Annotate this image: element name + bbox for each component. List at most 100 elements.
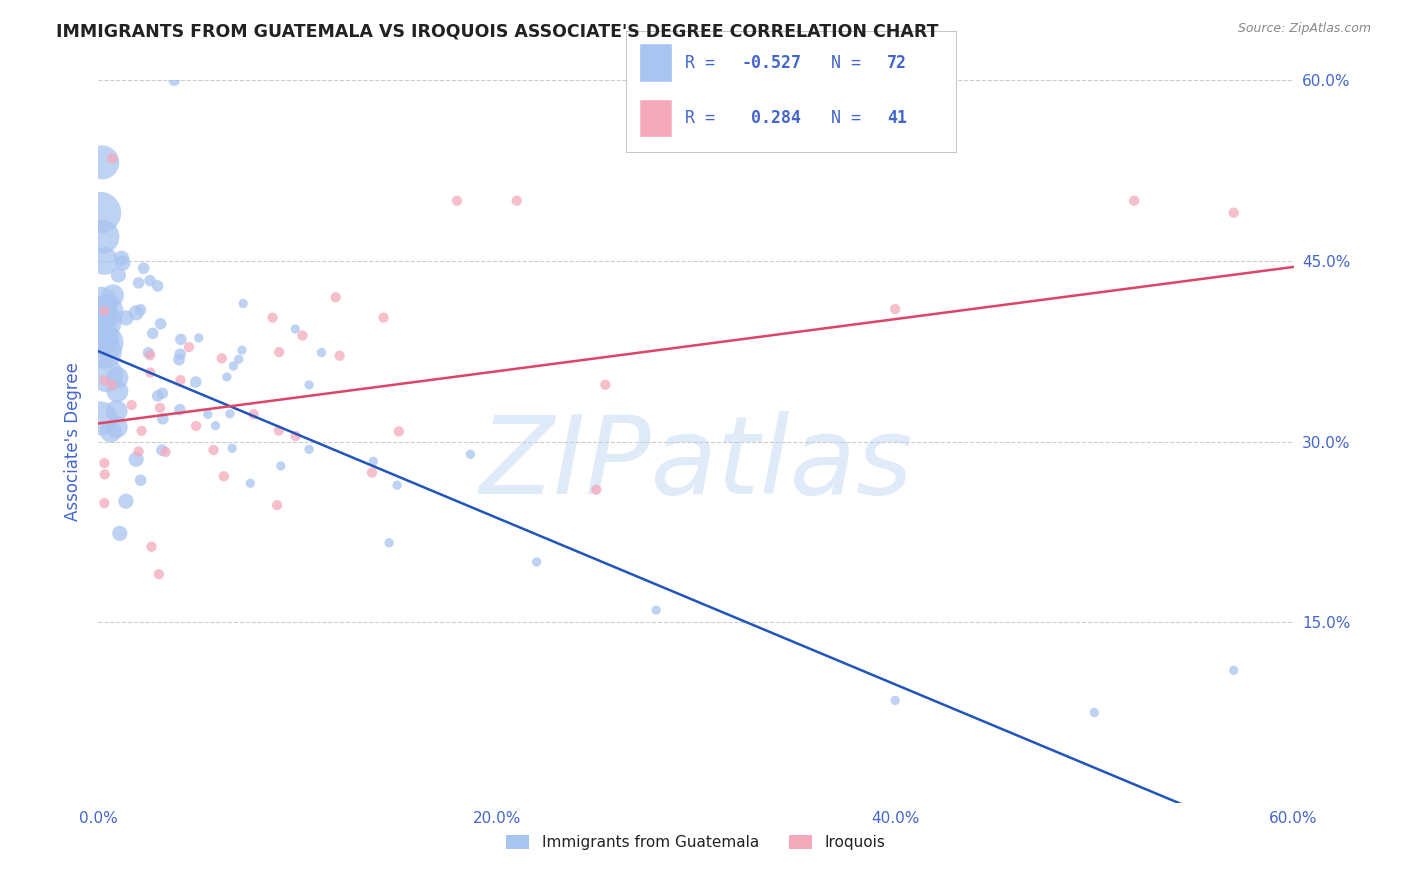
Y-axis label: Associate's Degree: Associate's Degree xyxy=(63,362,82,521)
Text: R =: R = xyxy=(685,109,725,127)
Immigrants from Guatemala xyxy=(363,454,385,468)
Immigrants from Guatemala xyxy=(107,268,129,282)
Immigrants from Guatemala xyxy=(1223,664,1246,678)
Immigrants from Guatemala xyxy=(101,288,124,302)
Text: Source: ZipAtlas.com: Source: ZipAtlas.com xyxy=(1237,22,1371,36)
Iroquois xyxy=(242,407,264,421)
Iroquois xyxy=(121,398,143,412)
Immigrants from Guatemala xyxy=(125,452,148,467)
Immigrants from Guatemala xyxy=(96,304,118,318)
Immigrants from Guatemala xyxy=(100,425,122,439)
Immigrants from Guatemala xyxy=(91,155,114,169)
Immigrants from Guatemala xyxy=(91,230,114,244)
Iroquois xyxy=(212,469,235,483)
Immigrants from Guatemala xyxy=(90,330,112,344)
Iroquois xyxy=(329,349,352,363)
Immigrants from Guatemala xyxy=(129,473,152,487)
Immigrants from Guatemala xyxy=(111,251,134,265)
Immigrants from Guatemala xyxy=(298,442,321,457)
Immigrants from Guatemala xyxy=(645,603,668,617)
Iroquois xyxy=(131,424,153,438)
Immigrants from Guatemala xyxy=(231,343,253,357)
Iroquois xyxy=(361,466,384,480)
Text: N =: N = xyxy=(831,54,870,71)
Iroquois xyxy=(169,373,191,387)
Iroquois xyxy=(186,419,208,434)
Immigrants from Guatemala xyxy=(378,536,401,550)
Immigrants from Guatemala xyxy=(96,335,118,350)
Iroquois xyxy=(139,348,162,362)
Immigrants from Guatemala xyxy=(146,389,169,403)
Immigrants from Guatemala xyxy=(107,370,129,384)
Immigrants from Guatemala xyxy=(94,344,117,359)
Immigrants from Guatemala xyxy=(197,407,219,421)
Immigrants from Guatemala xyxy=(132,261,155,276)
Bar xyxy=(638,44,672,82)
Iroquois xyxy=(262,310,284,325)
Immigrants from Guatemala xyxy=(90,297,112,311)
Iroquois xyxy=(148,567,170,582)
Iroquois xyxy=(585,483,607,497)
Immigrants from Guatemala xyxy=(149,317,172,331)
Iroquois xyxy=(291,328,314,343)
Immigrants from Guatemala xyxy=(385,478,408,492)
Immigrants from Guatemala xyxy=(105,404,128,418)
Immigrants from Guatemala xyxy=(105,420,128,434)
Immigrants from Guatemala xyxy=(128,276,150,290)
Iroquois xyxy=(506,194,529,208)
Iroquois xyxy=(139,366,162,380)
Iroquois xyxy=(325,290,347,304)
Iroquois xyxy=(141,540,163,554)
Text: N =: N = xyxy=(831,109,870,127)
Immigrants from Guatemala xyxy=(221,442,243,456)
Immigrants from Guatemala xyxy=(222,359,245,373)
Iroquois xyxy=(595,377,617,392)
Immigrants from Guatemala xyxy=(187,331,209,345)
Iroquois xyxy=(1223,205,1246,219)
Iroquois xyxy=(266,498,288,512)
Text: 0.284: 0.284 xyxy=(741,109,801,127)
Legend: Immigrants from Guatemala, Iroquois: Immigrants from Guatemala, Iroquois xyxy=(501,830,891,856)
Immigrants from Guatemala xyxy=(152,412,174,426)
Immigrants from Guatemala xyxy=(163,73,186,87)
Immigrants from Guatemala xyxy=(105,384,128,399)
Immigrants from Guatemala xyxy=(169,347,191,361)
Iroquois xyxy=(1123,194,1146,208)
Immigrants from Guatemala xyxy=(298,378,321,392)
Text: -0.527: -0.527 xyxy=(741,54,801,71)
Immigrants from Guatemala xyxy=(94,314,117,328)
Immigrants from Guatemala xyxy=(526,555,548,569)
Iroquois xyxy=(155,445,177,459)
Immigrants from Guatemala xyxy=(125,306,148,320)
Immigrants from Guatemala xyxy=(89,205,111,219)
Immigrants from Guatemala xyxy=(139,274,162,288)
Immigrants from Guatemala xyxy=(1083,706,1105,720)
Immigrants from Guatemala xyxy=(129,302,152,317)
Iroquois xyxy=(202,443,225,458)
Immigrants from Guatemala xyxy=(270,458,292,473)
Iroquois xyxy=(388,425,411,439)
Immigrants from Guatemala xyxy=(239,476,262,491)
Immigrants from Guatemala xyxy=(115,310,138,325)
Iroquois xyxy=(884,301,907,317)
Immigrants from Guatemala xyxy=(284,322,307,336)
Iroquois xyxy=(177,340,200,354)
Iroquois xyxy=(211,351,233,366)
Immigrants from Guatemala xyxy=(111,256,134,270)
Immigrants from Guatemala xyxy=(121,49,143,63)
Iroquois xyxy=(93,467,115,482)
Immigrants from Guatemala xyxy=(228,352,250,367)
Iroquois xyxy=(446,194,468,208)
Immigrants from Guatemala xyxy=(142,326,165,341)
Iroquois xyxy=(128,444,150,458)
Text: 41: 41 xyxy=(887,109,907,127)
Immigrants from Guatemala xyxy=(150,443,173,458)
Text: ZIPatlas: ZIPatlas xyxy=(479,410,912,516)
Text: IMMIGRANTS FROM GUATEMALA VS IROQUOIS ASSOCIATE'S DEGREE CORRELATION CHART: IMMIGRANTS FROM GUATEMALA VS IROQUOIS AS… xyxy=(56,22,939,40)
Immigrants from Guatemala xyxy=(108,526,131,541)
Iroquois xyxy=(93,373,115,387)
Immigrants from Guatemala xyxy=(93,253,115,268)
Iroquois xyxy=(149,401,172,415)
Text: R =: R = xyxy=(685,54,725,71)
Immigrants from Guatemala xyxy=(460,447,482,461)
